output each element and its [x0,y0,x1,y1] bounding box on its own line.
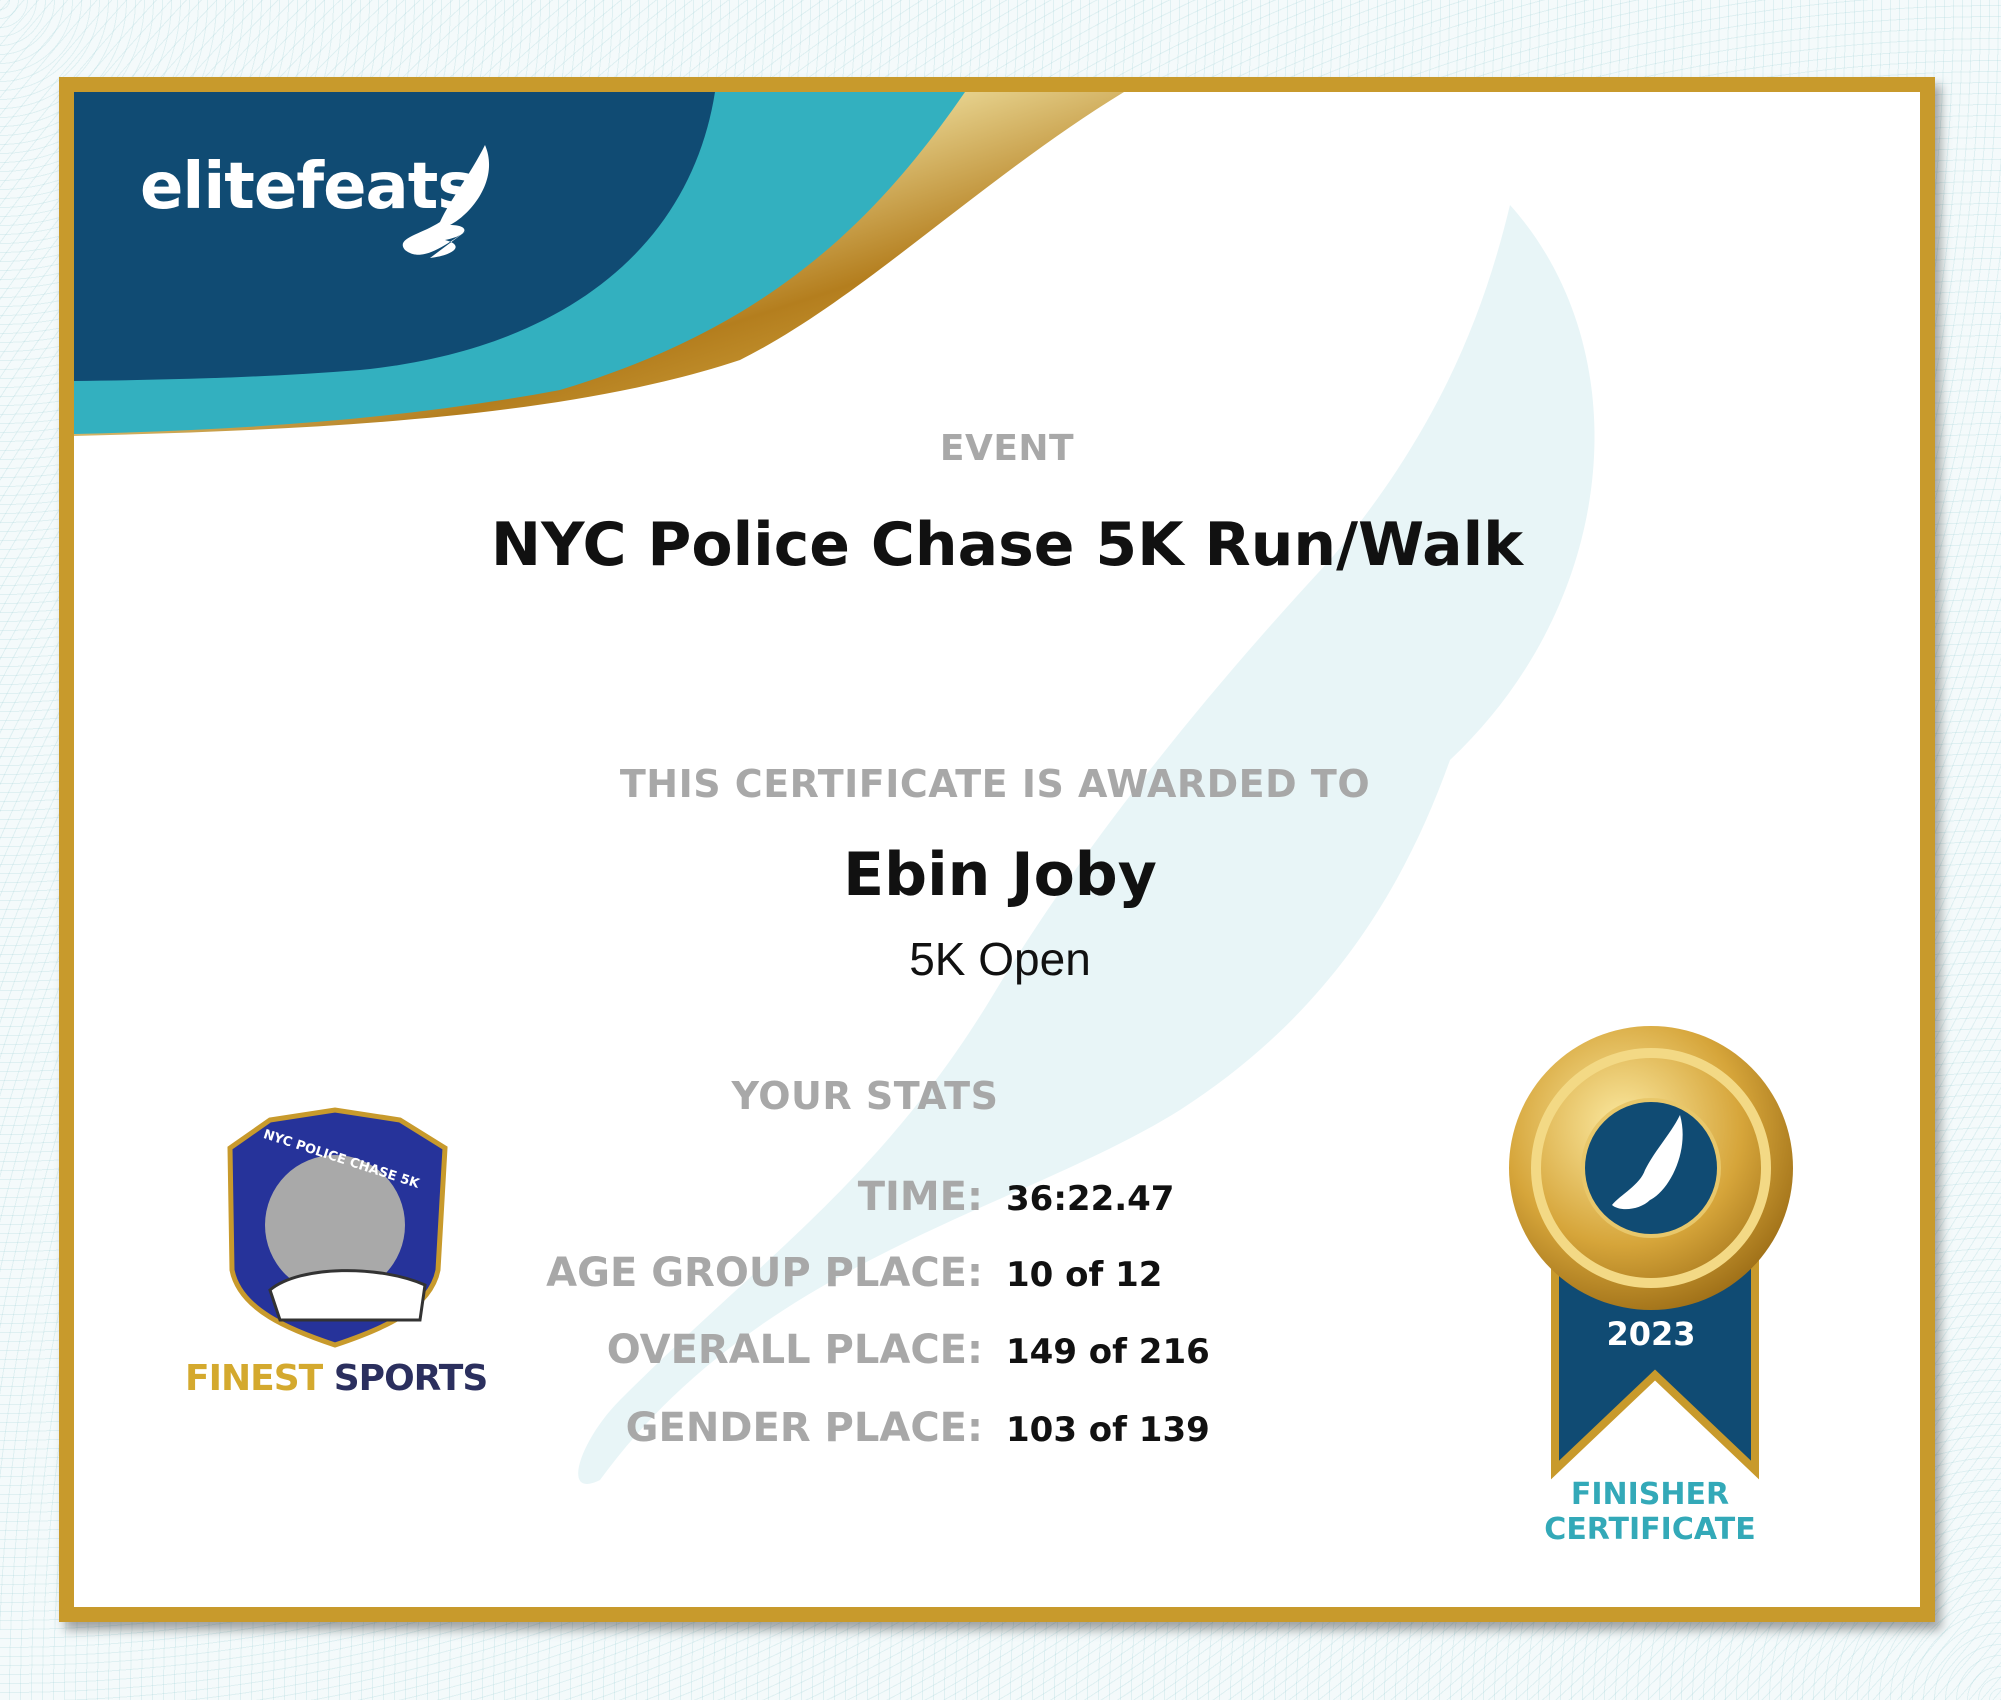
sponsor-name-part2: SPORTS [333,1358,489,1399]
stat-value: 36:22.47 [1006,1179,1175,1219]
stat-label: TIME: [857,1174,983,1220]
stat-row-gender: GENDER PLACE: 103 of 139 [0,1405,1990,1455]
header-navy-band [74,92,715,381]
stat-label: AGE GROUP PLACE: [546,1250,983,1296]
recipient-name: Ebin Joby [843,840,1157,910]
winged-foot-logo-icon [402,145,490,258]
stat-row-time: TIME: 36:22.47 [0,1174,1990,1224]
division: 5K Open [909,933,1091,985]
stat-row-age-group: AGE GROUP PLACE: 10 of 12 [0,1250,1990,1300]
stats-heading: YOUR STATS [731,1074,999,1118]
event-label: EVENT [939,428,1075,469]
stat-row-overall: OVERALL PLACE: 149 of 216 [0,1327,1990,1377]
awarded-to-label: THIS CERTIFICATE IS AWARDED TO [619,762,1371,806]
finest-sports-logo: FINEST SPORTS [185,1358,489,1399]
ribbon-year: 2023 [1606,1315,1696,1353]
stat-value: 10 of 12 [1006,1255,1163,1295]
sponsor-name-part1: FINEST [185,1358,323,1399]
police-chase-badge-icon [227,1107,448,1348]
finisher-label: FINISHER [1570,1477,1730,1512]
stat-value: 103 of 139 [1006,1410,1210,1450]
finisher-medal-icon [1509,1026,1793,1480]
stat-label: GENDER PLACE: [625,1405,983,1451]
event-name: NYC Police Chase 5K Run/Walk [490,510,1524,580]
wing-watermark-icon [578,205,1595,1484]
stat-value: 149 of 216 [1006,1332,1210,1372]
elitefeats-logo: elitefeats [140,150,475,224]
stat-label: OVERALL PLACE: [606,1327,983,1373]
certificate-label: CERTIFICATE [1544,1512,1756,1547]
